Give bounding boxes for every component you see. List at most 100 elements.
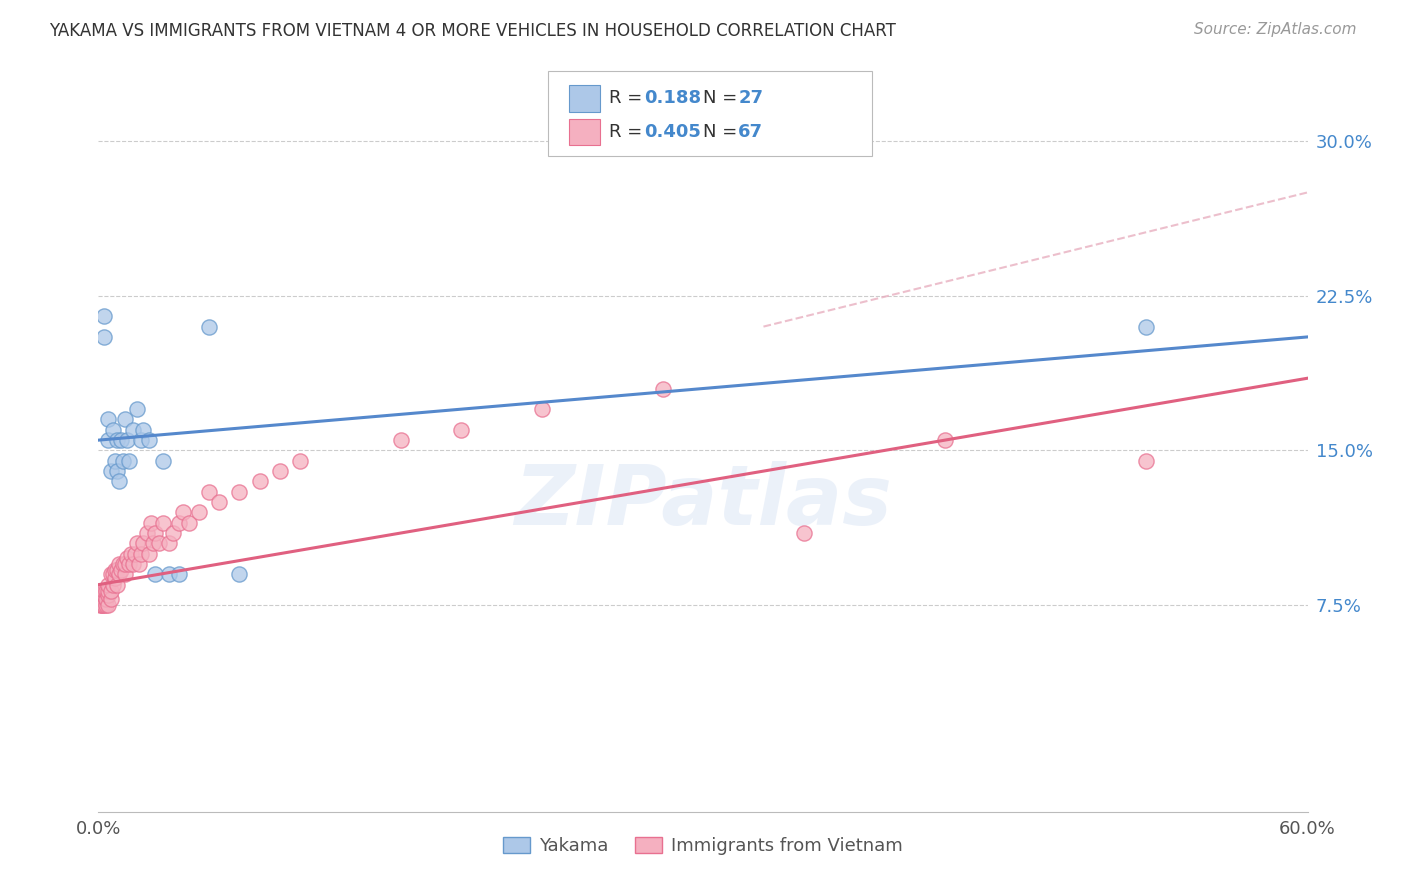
Point: [103, 571, 125, 585]
Point: [96, 592, 118, 607]
Point: [97, 588, 120, 602]
Point: [100, 464, 122, 478]
Point: [97, 412, 120, 426]
Text: ZIPatlas: ZIPatlas: [515, 460, 891, 541]
Point: [450, 423, 472, 437]
Point: [111, 557, 134, 571]
Point: [288, 454, 311, 468]
Point: [91, 588, 114, 602]
Point: [101, 577, 124, 591]
Point: [135, 526, 157, 541]
Point: [530, 402, 553, 417]
Point: [125, 536, 148, 550]
Text: 27: 27: [738, 89, 763, 107]
Point: [110, 433, 132, 447]
Text: YAKAMA VS IMMIGRANTS FROM VIETNAM 4 OR MORE VEHICLES IN HOUSEHOLD CORRELATION CH: YAKAMA VS IMMIGRANTS FROM VIETNAM 4 OR M…: [49, 22, 896, 40]
Point: [91, 599, 114, 613]
Point: [89, 588, 111, 602]
Point: [93, 599, 115, 613]
Point: [162, 526, 184, 541]
Text: 67: 67: [738, 123, 763, 141]
Point: [111, 454, 134, 468]
Point: [1135, 319, 1157, 334]
Point: [93, 310, 115, 324]
Point: [93, 592, 115, 607]
Point: [198, 484, 221, 499]
Point: [157, 567, 180, 582]
Text: R =: R =: [609, 89, 648, 107]
Point: [115, 433, 138, 447]
Point: [934, 433, 956, 447]
Point: [142, 536, 165, 550]
Point: [143, 526, 166, 541]
Point: [121, 423, 143, 437]
Point: [198, 319, 221, 334]
Point: [269, 464, 291, 478]
Point: [120, 547, 142, 561]
Point: [152, 454, 174, 468]
Text: 0.405: 0.405: [644, 123, 700, 141]
Point: [101, 567, 124, 582]
Point: [132, 536, 155, 550]
Point: [167, 516, 190, 530]
Point: [148, 536, 170, 550]
Point: [105, 577, 128, 591]
Point: [228, 484, 250, 499]
Point: [96, 599, 118, 613]
Point: [114, 412, 136, 426]
Point: [91, 599, 114, 613]
Legend: Yakama, Immigrants from Vietnam: Yakama, Immigrants from Vietnam: [494, 828, 912, 864]
Point: [208, 495, 231, 509]
Point: [138, 547, 160, 561]
Point: [114, 557, 136, 571]
Point: [93, 588, 115, 602]
Point: [101, 423, 124, 437]
Point: [125, 402, 148, 417]
Point: [188, 505, 211, 519]
Point: [97, 583, 120, 598]
Point: [93, 330, 115, 344]
Text: N =: N =: [703, 89, 742, 107]
Point: [128, 557, 150, 571]
Point: [228, 567, 250, 582]
Point: [97, 433, 120, 447]
Point: [1135, 454, 1157, 468]
Point: [152, 516, 174, 530]
Point: [103, 454, 125, 468]
Point: [110, 563, 132, 577]
Point: [121, 557, 143, 571]
Point: [89, 599, 111, 613]
Point: [138, 433, 160, 447]
Point: [157, 536, 180, 550]
Point: [167, 567, 190, 582]
Text: R =: R =: [609, 123, 648, 141]
Point: [105, 433, 128, 447]
Point: [114, 567, 136, 582]
Point: [129, 433, 152, 447]
Point: [107, 567, 129, 582]
Point: [139, 516, 162, 530]
Point: [96, 583, 118, 598]
Point: [651, 382, 673, 396]
Point: [100, 583, 122, 598]
Point: [132, 423, 155, 437]
Text: 0.188: 0.188: [644, 89, 702, 107]
Point: [793, 526, 815, 541]
Point: [105, 464, 128, 478]
Point: [100, 592, 122, 607]
Point: [91, 592, 114, 607]
Text: Source: ZipAtlas.com: Source: ZipAtlas.com: [1194, 22, 1357, 37]
Point: [97, 577, 120, 591]
Point: [107, 475, 129, 489]
Point: [105, 563, 128, 577]
Point: [118, 557, 141, 571]
Point: [118, 454, 141, 468]
Point: [249, 475, 271, 489]
Point: [179, 516, 201, 530]
Point: [97, 599, 120, 613]
Point: [103, 563, 125, 577]
Point: [143, 567, 166, 582]
Point: [100, 567, 122, 582]
Text: N =: N =: [703, 123, 742, 141]
Point: [107, 557, 129, 571]
